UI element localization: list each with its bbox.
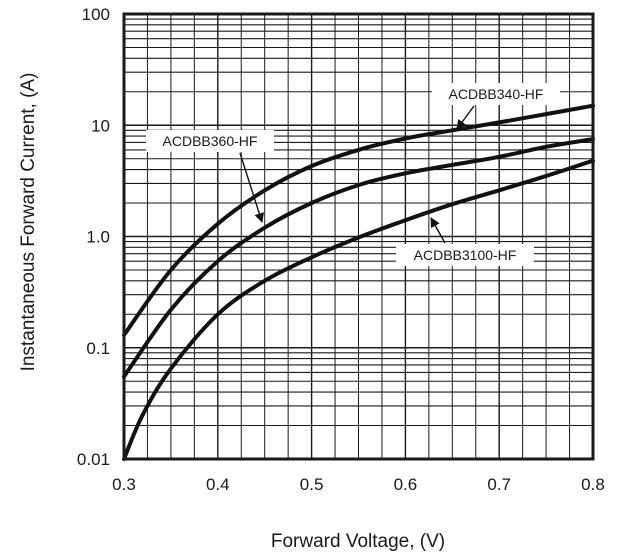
x-axis-label: Forward Voltage, (V) [271, 531, 445, 552]
series-line-0 [122, 103, 595, 338]
series-annotations: ACDBB340-HF ACDBB360-HF ACDBB3100-HF [146, 83, 560, 266]
y-tick-label: 10 [91, 116, 110, 135]
series-line-1 [122, 137, 595, 379]
x-tick-label: 0.4 [206, 475, 230, 494]
series-label-1: ACDBB360-HF [163, 133, 258, 149]
x-tick-label: 0.3 [112, 475, 136, 494]
y-tick-label: 0.1 [86, 339, 110, 358]
x-tick-label: 0.8 [581, 475, 605, 494]
series-label-box [396, 244, 534, 266]
series-line-2 [122, 158, 595, 461]
series-label-box [432, 83, 560, 105]
x-tick-label: 0.7 [487, 475, 511, 494]
y-tick-label: 1.0 [86, 228, 110, 247]
series-curves [122, 103, 595, 461]
series-label-0: ACDBB340-HF [449, 86, 544, 102]
x-tick-label: 0.6 [394, 475, 418, 494]
y-tick-label: 100 [82, 5, 110, 24]
plot-grid [123, 14, 594, 460]
y-axis-label: Instantaneous Forward Current, (A) [18, 73, 39, 372]
plot-frame [122, 12, 595, 461]
leader-arrow [430, 217, 446, 244]
leader-arrow [239, 152, 264, 223]
tick-labels: 0.3 0.4 0.5 0.6 0.7 0.8 0.01 0.1 1.0 10 100 [77, 5, 605, 494]
y-tick-label: 0.01 [77, 450, 110, 469]
series-label-box [146, 130, 274, 152]
series-label-2: ACDBB3100-HF [414, 247, 517, 263]
x-tick-label: 0.5 [300, 475, 324, 494]
leader-arrow [456, 105, 475, 130]
